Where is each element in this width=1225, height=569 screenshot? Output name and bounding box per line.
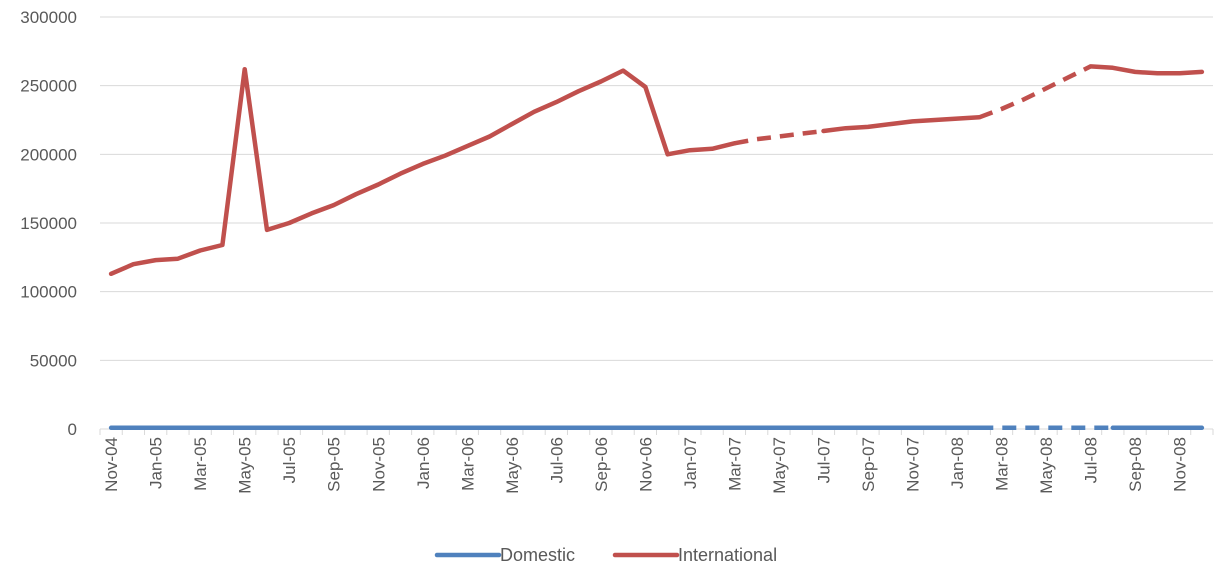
legend-label-international: International	[678, 545, 777, 565]
series-line-international	[821, 115, 982, 134]
x-tick-label: May-06	[503, 437, 522, 494]
gridlines	[100, 16, 1213, 361]
x-tick-label: May-08	[1037, 437, 1056, 494]
y-axis-tick-labels: 0 50000 100000 150000 200000 250000 300000	[20, 8, 77, 439]
x-tick-label: May-05	[236, 437, 255, 494]
x-tick-label: Mar-07	[725, 437, 744, 491]
x-tick-label: Jan-05	[147, 437, 166, 489]
series-line-international	[978, 64, 1092, 120]
y-tick-label: 200000	[20, 145, 77, 164]
y-tick-label: 150000	[20, 214, 77, 233]
series-line-international	[108, 66, 737, 277]
x-tick-label: Sep-05	[325, 437, 344, 492]
x-tick-label: Mar-08	[993, 437, 1012, 491]
y-tick-label: 50000	[30, 351, 77, 370]
series-line-international	[1088, 64, 1205, 76]
x-tick-label: Jan-06	[414, 437, 433, 489]
x-tick-label: Sep-06	[592, 437, 611, 492]
x-tick-label: Sep-08	[1126, 437, 1145, 492]
y-tick-label: 100000	[20, 283, 77, 302]
x-tick-label: Jan-08	[948, 437, 967, 489]
x-tick-label: Mar-06	[458, 437, 477, 491]
x-tick-label: Jan-07	[681, 437, 700, 489]
legend: Domestic International	[434, 545, 777, 565]
x-tick-label: Jul-08	[1082, 437, 1101, 483]
x-tick-label: Nov-05	[369, 437, 388, 492]
y-tick-label: 0	[68, 420, 77, 439]
y-tick-label: 250000	[20, 77, 77, 96]
x-tick-label: Nov-08	[1171, 437, 1190, 492]
x-tick-label: Nov-07	[903, 437, 922, 492]
x-tick-label: Jul-05	[280, 437, 299, 483]
y-tick-label: 300000	[20, 8, 77, 27]
x-tick-label: Nov-06	[636, 437, 655, 492]
series-line-international	[733, 128, 824, 146]
x-tick-label: Sep-07	[859, 437, 878, 492]
legend-label-domestic: Domestic	[500, 545, 575, 565]
series-lines	[108, 64, 1205, 431]
x-tick-label: Jul-07	[814, 437, 833, 483]
x-axis-tick-labels: Nov-04 Jan-05 Mar-05 May-05 Jul-05 Sep-05 Nov-…	[102, 437, 1189, 494]
x-tick-label: May-07	[770, 437, 789, 494]
x-tick-label: Mar-05	[191, 437, 210, 491]
x-tick-label: Jul-06	[547, 437, 566, 483]
x-tick-label: Nov-04	[102, 437, 121, 492]
